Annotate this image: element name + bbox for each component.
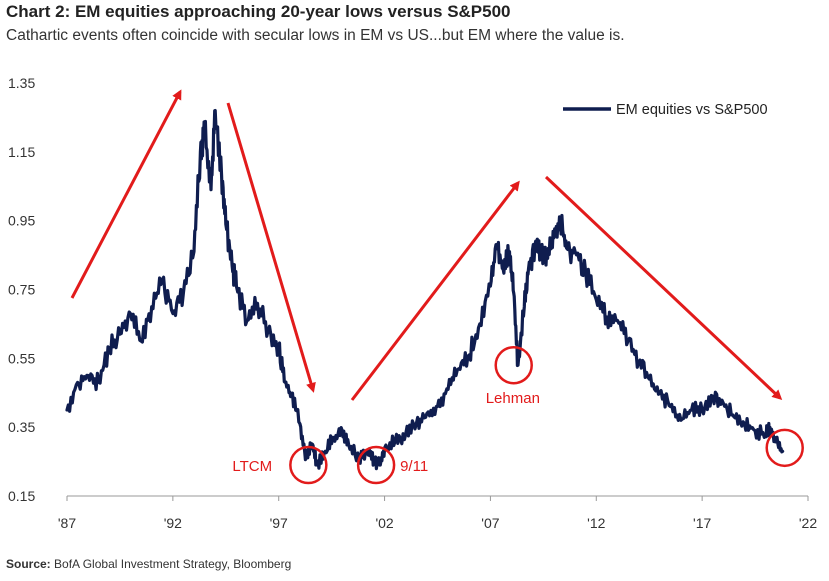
x-axis: '87 '92 '97 '02 '07 '12 '17 '22	[58, 496, 817, 531]
y-tick-label: 0.55	[8, 350, 35, 366]
annotation-label: 9/11	[400, 458, 428, 475]
y-tick-label: 1.15	[8, 144, 35, 160]
source-text: BofA Global Investment Strategy, Bloombe…	[54, 557, 292, 571]
trend-arrow-up-1987	[70, 89, 182, 299]
legend-label: EM equities vs S&P500	[616, 102, 768, 118]
trend-arrow-up-2001	[350, 180, 520, 401]
chart-subtitle: Cathartic events often coincide with sec…	[6, 27, 625, 44]
x-tick-label: '92	[164, 515, 182, 531]
annotation-circle	[494, 345, 533, 385]
y-tick-label: 1.35	[8, 75, 35, 91]
chart-title: Chart 2: EM equities approaching 20-year…	[6, 2, 511, 21]
source-note: Source: BofA Global Investment Strategy,…	[6, 557, 291, 571]
annotation-circle	[356, 445, 396, 485]
x-tick-label: '02	[375, 515, 393, 531]
x-tick-label: '07	[481, 515, 499, 531]
x-tick-label: '22	[799, 515, 817, 531]
y-tick-label: 0.35	[8, 419, 35, 435]
annotation-label: Lehman	[486, 390, 540, 407]
annotation-circle	[289, 445, 328, 485]
x-tick-label: '87	[58, 515, 76, 531]
trend-arrow-down-1994	[226, 102, 316, 393]
trend-arrow-down-2010	[544, 175, 783, 401]
x-tick-label: '97	[270, 515, 288, 531]
x-tick-label: '12	[587, 515, 605, 531]
annotations: LTCM 9/11 Lehman	[232, 345, 804, 485]
y-tick-label: 0.15	[8, 488, 35, 504]
series-line-em-vs-sp500	[65, 108, 785, 471]
source-label: Source:	[6, 557, 51, 571]
annotation-circle	[765, 428, 804, 468]
y-axis: 0.15 0.35 0.55 0.75 0.95 1.15 1.35	[8, 75, 35, 504]
y-tick-label: 0.75	[8, 282, 35, 298]
y-tick-label: 0.95	[8, 213, 35, 229]
annotation-label: LTCM	[232, 458, 272, 475]
legend: EM equities vs S&P500	[563, 102, 768, 118]
x-tick-label: '17	[693, 515, 711, 531]
trend-arrows	[70, 89, 783, 401]
